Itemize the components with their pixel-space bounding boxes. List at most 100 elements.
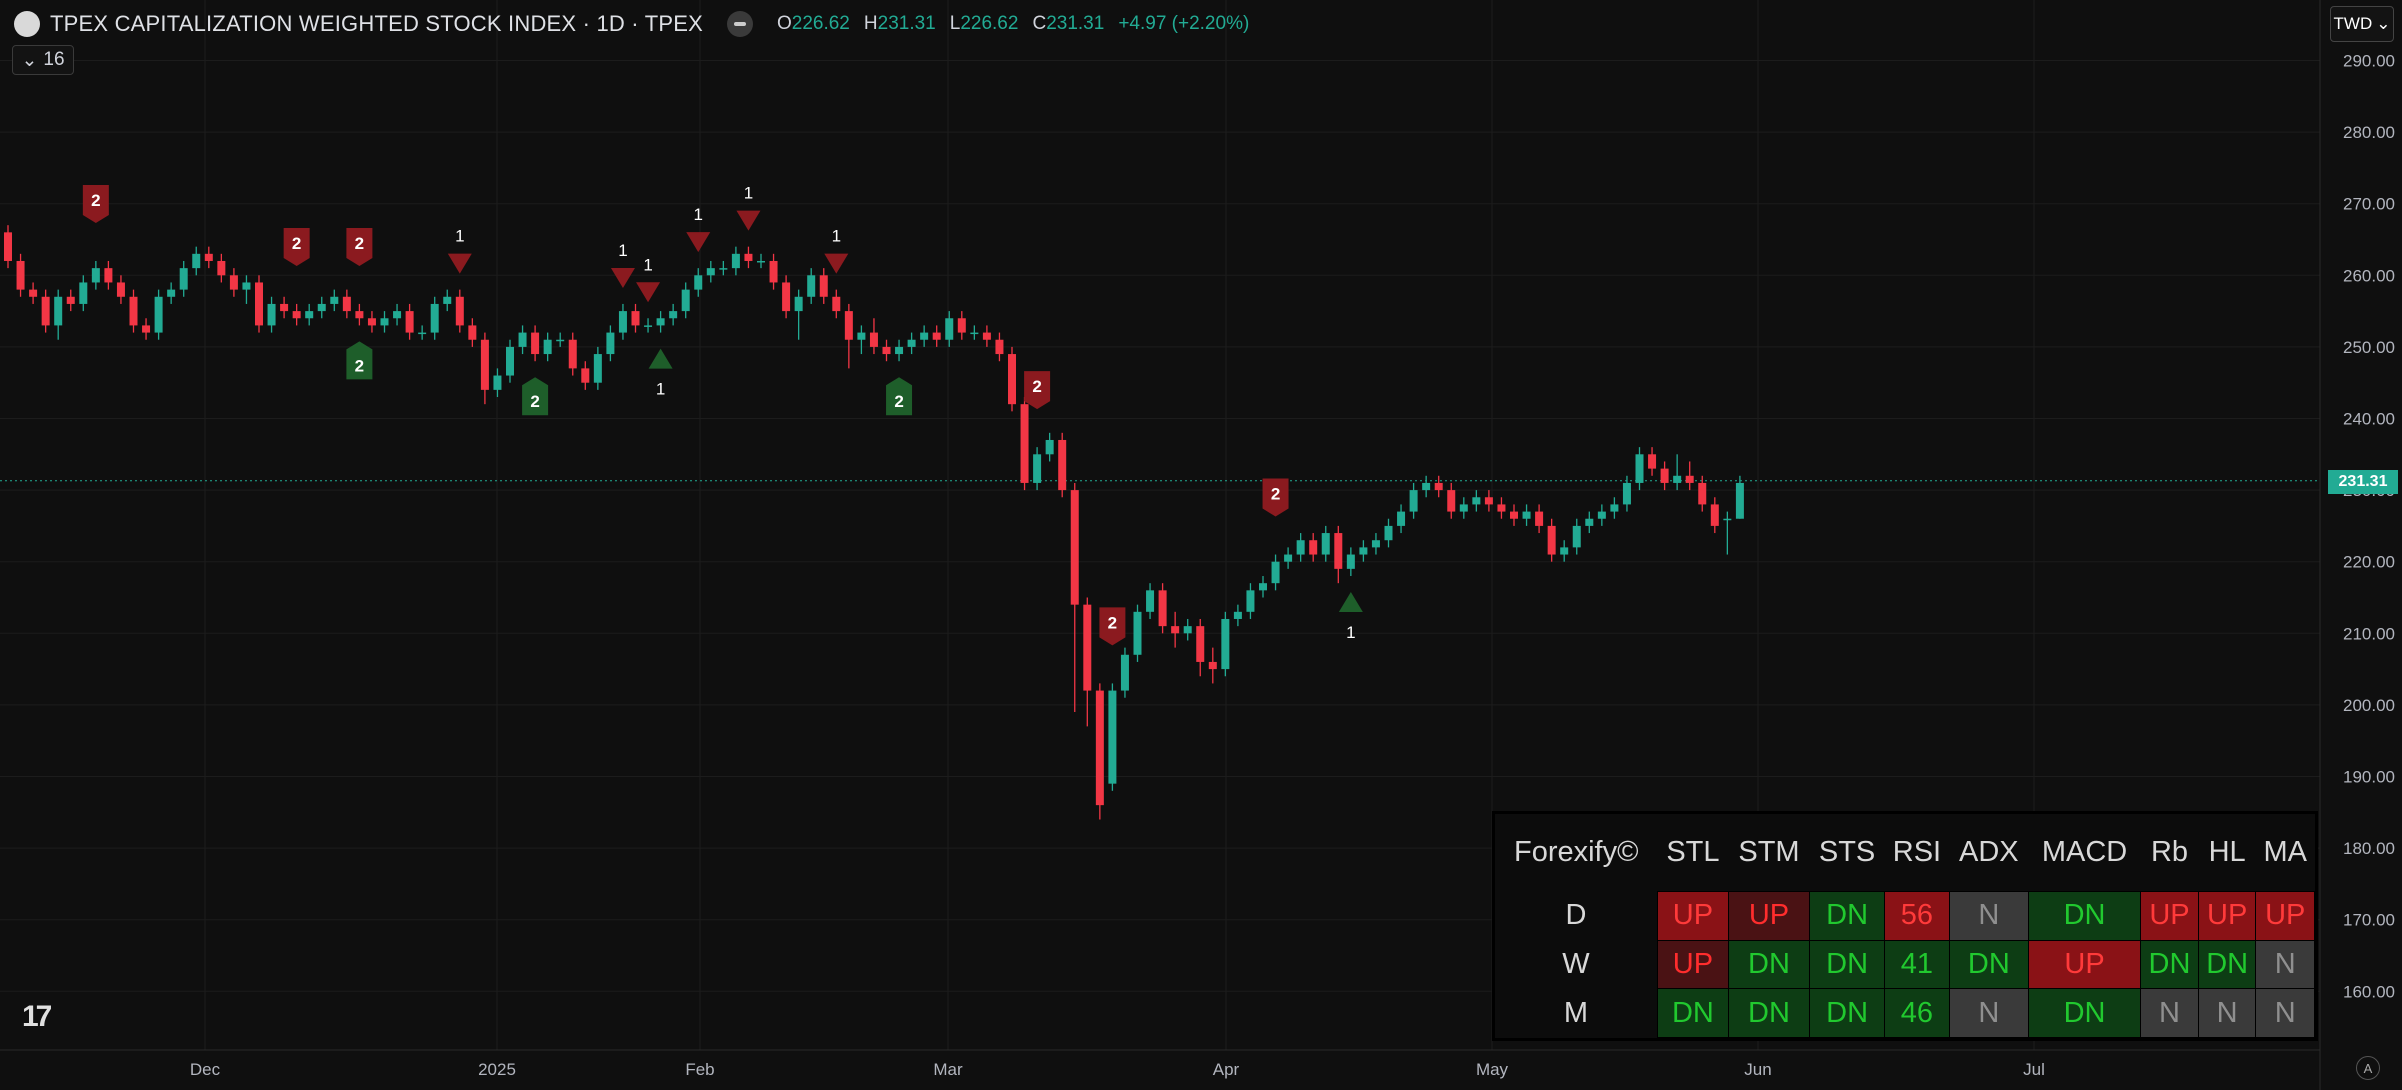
candle-body	[1158, 590, 1167, 627]
signal-table-brand: Forexify©	[1513, 836, 1639, 869]
candle-body	[1723, 518, 1732, 521]
hide-icon[interactable]	[726, 11, 753, 37]
candle-body	[1346, 554, 1355, 569]
candle-body	[267, 303, 276, 326]
signal-cell: UP	[1656, 939, 1729, 990]
candle-body	[29, 289, 38, 297]
signal-cell: DN	[1727, 988, 1811, 1038]
signal-cell: DN	[2027, 988, 2142, 1038]
candle-body	[142, 325, 151, 333]
signal-cell: N	[2255, 939, 2315, 990]
candle-body	[355, 311, 364, 319]
candle-body	[154, 296, 163, 333]
sell-signal-marker	[1262, 478, 1289, 517]
signal-cell: UP	[2140, 891, 2199, 941]
signal-row: M DN DN DN 46 N DN N N N	[1495, 988, 2315, 1038]
candle-body	[405, 311, 414, 333]
candle-body	[393, 311, 402, 319]
signal-label: 2	[1271, 485, 1280, 504]
candle-body	[882, 346, 891, 355]
chart-header: TPEX CAPITALIZATION WEIGHTED STOCK INDEX…	[14, 8, 1249, 40]
candle-body	[932, 332, 941, 340]
candle-body	[769, 260, 778, 283]
signal-label: 2	[894, 392, 903, 411]
price-tick-label: 250.00	[2343, 338, 2395, 357]
candle-body	[305, 311, 314, 319]
time-tick-label: Mar	[933, 1060, 963, 1079]
candle-body	[317, 303, 326, 312]
close-label: C	[1032, 13, 1047, 34]
candle-body	[1309, 540, 1318, 555]
price-tick-label: 290.00	[2343, 52, 2395, 71]
candle-body	[757, 260, 765, 263]
candle-body	[1321, 533, 1330, 555]
candle-body	[1045, 439, 1054, 455]
candle-body	[606, 332, 615, 355]
candle-body	[970, 332, 979, 335]
signal-cell: N	[2140, 988, 2199, 1038]
currency-button[interactable]: TWD ⌄	[2330, 6, 2394, 42]
candle-body	[1447, 490, 1456, 512]
signal-cell: N	[2197, 988, 2257, 1038]
signal-column-header: RSI	[1892, 836, 1942, 869]
candle-body	[16, 260, 25, 290]
candle-body	[782, 282, 791, 312]
sell-arrow-marker	[736, 210, 761, 231]
candle-body	[1698, 482, 1707, 505]
sell-arrow-marker	[686, 232, 711, 253]
signal-cell: DN	[1809, 939, 1886, 990]
candle-body	[543, 339, 552, 355]
sell-signal-marker	[346, 227, 373, 266]
candle-body	[706, 268, 715, 276]
candle-body	[1246, 590, 1255, 612]
candle-body	[1597, 511, 1606, 519]
candle-body	[1296, 540, 1305, 555]
signal-cell: 46	[1884, 988, 1950, 1038]
indicators-toggle-button[interactable]: ⌄ 16	[12, 45, 74, 75]
symbol-logo-icon	[14, 11, 40, 37]
candle-body	[229, 275, 238, 290]
time-tick-label: Jun	[1744, 1060, 1771, 1079]
symbol-title[interactable]: TPEX CAPITALIZATION WEIGHTED STOCK INDEX…	[50, 11, 703, 36]
signal-cell: N	[2255, 988, 2315, 1038]
sell-arrow-marker	[636, 282, 661, 303]
candle-body	[116, 282, 125, 297]
candle-body	[644, 325, 653, 327]
candle-body	[744, 253, 753, 261]
signal-label: 2	[292, 234, 301, 253]
candle-body	[255, 282, 263, 326]
candle-body	[91, 268, 100, 283]
candle-body	[1522, 511, 1531, 519]
signal-column-header: STM	[1738, 836, 1800, 869]
candle-body	[1497, 504, 1506, 512]
candle-body	[1259, 583, 1267, 591]
buy-arrow-marker	[648, 348, 673, 369]
buy-signal-marker	[886, 377, 913, 416]
candle-body	[292, 311, 301, 319]
candle-body	[1459, 504, 1468, 512]
auto-scale-button[interactable]: A	[2356, 1056, 2380, 1080]
candle-body	[242, 282, 251, 290]
signal-cell: UP	[1656, 891, 1729, 941]
price-tick-label: 280.00	[2343, 123, 2395, 142]
signal-cell: DN	[1656, 988, 1729, 1038]
candle-body	[54, 296, 63, 326]
candle-body	[66, 296, 75, 304]
candle-body	[192, 253, 201, 269]
chevron-down-icon: ⌄	[21, 49, 38, 71]
candle-body	[280, 303, 289, 312]
sell-signal-marker	[283, 227, 310, 266]
candle-body	[1585, 518, 1594, 526]
candle-body	[367, 318, 376, 326]
currency-label: TWD	[2333, 14, 2373, 33]
candle-body	[618, 311, 627, 333]
candle-body	[1384, 525, 1393, 541]
candle-body	[1510, 511, 1518, 519]
candle-body	[480, 339, 489, 390]
time-tick-label: Feb	[685, 1060, 714, 1079]
candle-body	[1146, 590, 1155, 612]
time-tick-label: Jul	[2023, 1060, 2045, 1079]
signal-row: W UP DN DN 41 DN UP DN DN N	[1495, 939, 2315, 990]
tradingview-logo-icon[interactable]: 17	[22, 1000, 52, 1033]
